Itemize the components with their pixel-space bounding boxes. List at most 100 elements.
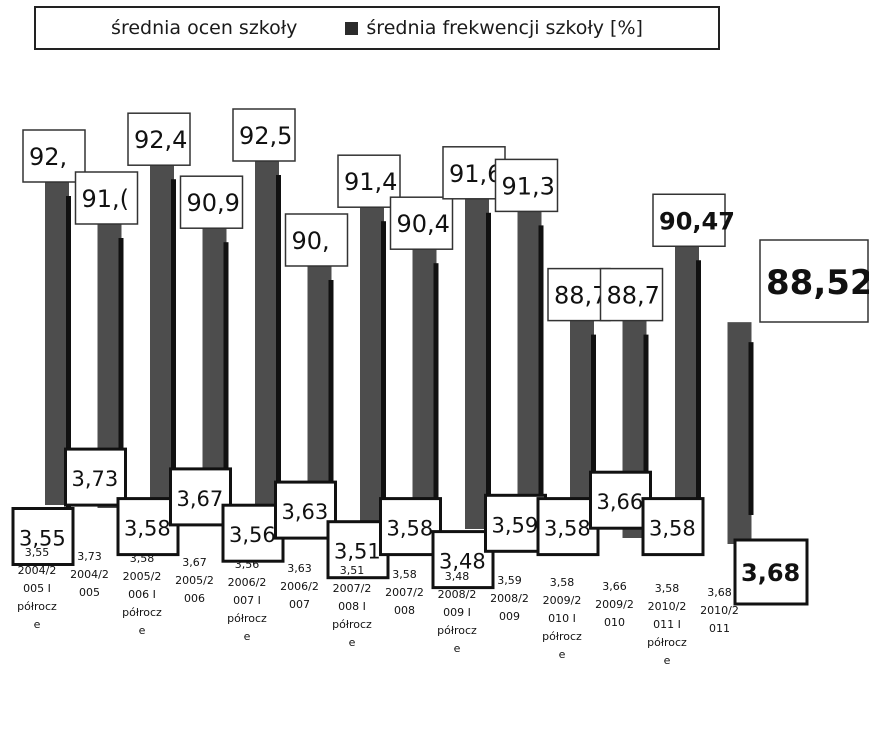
bar-frekwencja [675, 240, 699, 541]
x-tick-label: 2010/2 [648, 600, 687, 613]
x-tick-label: 2007/2 [385, 586, 424, 599]
x-tick-label: 2008/2 [490, 592, 529, 605]
bar-frekwencja [517, 205, 542, 532]
x-tick-label: 2010/2 [700, 604, 739, 617]
bar-frekwencja-edge [118, 238, 124, 515]
label-box-oceny [274, 480, 337, 540]
label-box-oceny [431, 530, 495, 590]
data-label-frekwencja: 90,9 [187, 189, 240, 217]
x-tick-label: e [454, 642, 461, 655]
x-tick-label: 2009/2 [595, 598, 634, 611]
data-label-frekwencja: 92,4 [134, 126, 187, 154]
label-box-oceny [64, 447, 127, 507]
label-box-frekwencja [547, 267, 611, 322]
x-tick-label: półrocz [542, 630, 582, 643]
x-tick-label: 2005/2 [175, 574, 214, 587]
x-tick-label: 3,67 [182, 556, 207, 569]
bar-frekwencja-edge [276, 175, 281, 515]
data-label-oceny: 3,58 [649, 517, 696, 541]
data-label-oceny: 3,66 [597, 490, 644, 514]
x-tick-label: 3,73 [77, 550, 102, 563]
label-box-frekwencja [284, 213, 349, 267]
legend-label-frekwencja: średnia frekwencji szkoły [%] [366, 17, 643, 39]
x-tick-label: 006 [184, 592, 205, 605]
data-label-frekwencja: 88,52 [766, 263, 869, 303]
x-tick-label: 009 I [443, 606, 471, 619]
x-tick-label: e [559, 648, 566, 661]
label-box-frekwencja [389, 196, 454, 250]
legend-item-oceny: średnia ocen szkoły [111, 17, 297, 39]
label-box-frekwencja [232, 108, 296, 162]
data-label-frekwencja: 90,47 [659, 207, 735, 235]
x-tick-label: e [349, 636, 356, 649]
bar-frekwencja-edge [433, 263, 439, 515]
data-label-oceny: 3,68 [741, 559, 800, 587]
data-label-frekwencja: 90,4 [397, 210, 450, 238]
x-tick-label: 011 I [653, 618, 681, 631]
label-box-frekwencja [759, 239, 869, 323]
x-tick-label: 3,48 [445, 570, 470, 583]
x-tick-label: 010 [604, 616, 625, 629]
x-tick-label: 006 I [128, 588, 156, 601]
x-tick-label: 3,56 [235, 558, 260, 571]
x-tick-label: 009 [499, 610, 520, 623]
data-label-oceny: 3,51 [334, 540, 381, 564]
label-box-oceny [379, 497, 442, 557]
data-label-oceny: 3,59 [492, 513, 539, 537]
label-box-oceny [484, 493, 547, 553]
bar-frekwencja-edge [538, 225, 544, 515]
data-label-oceny: 3,63 [282, 500, 329, 524]
x-tick-label: półrocz [437, 624, 477, 637]
data-label-frekwencja: 90, [292, 227, 330, 255]
x-tick-label: 2006/2 [280, 580, 319, 593]
x-tick-label: 011 [709, 622, 730, 635]
x-tick-label: e [34, 618, 41, 631]
x-tick-label: 010 I [548, 612, 576, 625]
data-label-oceny: 3,58 [387, 517, 434, 541]
x-tick-label: 005 [79, 586, 100, 599]
x-tick-label: półrocz [227, 612, 267, 625]
bar-frekwencja [727, 322, 752, 544]
data-label-frekwencja: 88,7 [554, 282, 607, 310]
bar-frekwencja-edge [223, 242, 229, 515]
label-box-frekwencja [599, 267, 664, 322]
x-tick-label: 3,68 [707, 586, 732, 599]
bar-frekwencja-edge [696, 260, 701, 515]
x-tick-label: 3,58 [130, 552, 155, 565]
x-tick-label: półrocz [122, 606, 162, 619]
data-label-frekwencja: 92,5 [239, 122, 292, 150]
bar-frekwencja-edge [171, 179, 176, 515]
label-box-oceny [11, 507, 75, 566]
label-box-frekwencja [22, 129, 86, 183]
x-tick-label: 2006/2 [228, 576, 267, 589]
data-label-oceny: 3,56 [229, 523, 276, 547]
label-box-oceny [169, 467, 232, 527]
data-label-frekwencja: 91,6 [449, 160, 502, 188]
bar-frekwencja-edge [381, 221, 386, 515]
legend-label-oceny: średnia ocen szkoły [111, 17, 298, 39]
data-label-frekwencja: 88,7 [607, 282, 660, 310]
data-label-oceny: 3,55 [19, 527, 66, 551]
label-box-frekwencja [74, 171, 139, 225]
bar-frekwencja-edge [643, 334, 649, 515]
label-box-oceny [116, 497, 180, 557]
x-tick-label: e [244, 630, 251, 643]
x-tick-label: 2005/2 [123, 570, 162, 583]
label-box-frekwencja [179, 175, 244, 229]
x-tick-label: półrocz [17, 600, 57, 613]
legend-item-frekwencja: średnia frekwencji szkoły [%] [345, 17, 643, 39]
label-box-frekwencja [337, 154, 401, 208]
x-tick-label: e [139, 624, 146, 637]
x-tick-label: 3,66 [602, 580, 627, 593]
x-tick-label: 3,58 [550, 576, 575, 589]
chart-legend: średnia ocen szkoły średnia frekwencji s… [34, 6, 720, 50]
bar-frekwencja-edge [748, 342, 754, 515]
legend-swatch-frekwencja [345, 21, 359, 35]
data-label-oceny: 3,67 [177, 487, 224, 511]
data-label-oceny: 3,58 [124, 517, 171, 541]
x-tick-label: 2007/2 [333, 582, 372, 595]
x-tick-label: 005 I [23, 582, 51, 595]
x-tick-label: 2008/2 [438, 588, 477, 601]
x-tick-label: 2004/2 [70, 568, 109, 581]
